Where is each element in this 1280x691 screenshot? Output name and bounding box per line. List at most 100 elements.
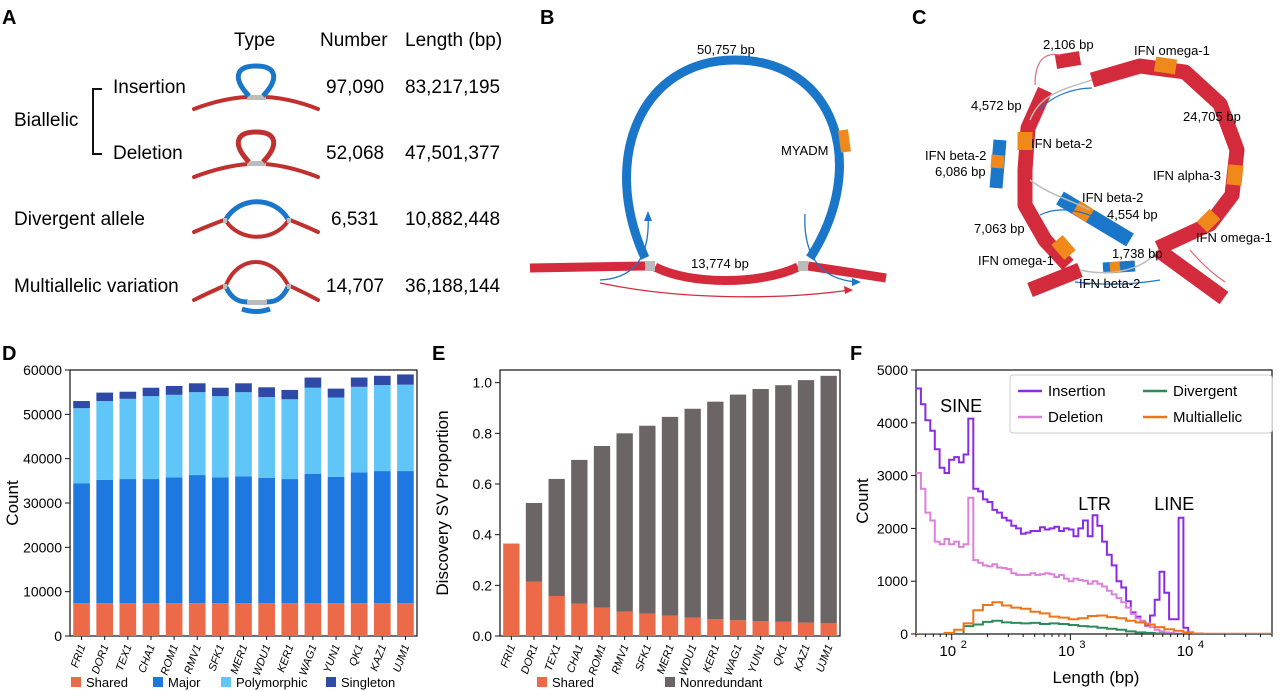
- b-base-segment: [652, 262, 800, 285]
- panel-d-letter: D: [2, 343, 16, 365]
- e-bar-shared-KAZ1: [797, 622, 815, 636]
- e-ytick-label: 0.4: [473, 527, 493, 543]
- e-bar-shared-MER1: [661, 615, 679, 636]
- e-bar-nonredundant-SFK1: [639, 425, 656, 614]
- c-small-top-segment: [1054, 51, 1082, 69]
- d-bar-polymorphic-ROM1: [165, 394, 183, 478]
- panel-e-letter: E: [432, 343, 445, 365]
- e-ytick-label: 0.8: [473, 425, 493, 441]
- panel-a: A Type Number Length (bp) Biallelic Inse…: [2, 7, 502, 314]
- c-label-beta2-left: IFN beta-2: [925, 148, 986, 163]
- c-label-alpha3: IFN alpha-3: [1153, 168, 1221, 183]
- b-loop-arc: [622, 55, 844, 261]
- c-label-beta2-bottom: IFN beta-2: [1079, 276, 1140, 291]
- biallelic-bracket: [92, 88, 102, 155]
- b-base-length: 13,774 bp: [691, 256, 749, 271]
- e-bar-nonredundant-DOR1: [525, 503, 543, 582]
- d-xtick-label-ROM1: ROM1: [159, 643, 181, 677]
- d-xtick-label-TEX1: TEX1: [114, 643, 135, 673]
- d-bar-singleton-MER1: [235, 383, 252, 393]
- d-bar-major-SFK1: [212, 477, 229, 604]
- panel-c: C 2,106 bp IFN omega-1 4,572 bp IFN beta…: [912, 7, 1272, 305]
- e-legend-swatch-shared: [537, 677, 547, 687]
- f-xtick-exponent-1000: 3: [1079, 639, 1085, 651]
- e-xtick-label-DOR1: DOR1: [519, 643, 541, 676]
- d-bar-singleton-DOR1: [96, 392, 114, 402]
- c-connector-2: [1029, 179, 1091, 211]
- d-bar-shared-RMV1: [188, 603, 206, 636]
- c-label-2106: 2,106 bp: [1043, 37, 1094, 52]
- e-bar-nonredundant-MER1: [661, 416, 679, 616]
- d-legend-label-shared: Shared: [86, 675, 128, 690]
- e-legend-label-nonredundant: Nonredundant: [680, 675, 763, 690]
- c-connector-1: [1029, 79, 1093, 121]
- d-bar-singleton-WDU1: [258, 387, 275, 398]
- d-bar-polymorphic-FRI1: [73, 408, 90, 484]
- f-line-deletion: [916, 472, 1272, 634]
- b-junction-right: [798, 261, 808, 271]
- b-gene-label: MYADM: [781, 143, 828, 158]
- b-arrowhead-blue-right: [852, 278, 861, 286]
- d-ytick-label: 60000: [23, 362, 62, 378]
- e-ylabel: Discovery SV Proportion: [433, 410, 452, 595]
- c-arrow-red-top: [1034, 53, 1061, 86]
- d-bar-shared-KAZ1: [373, 603, 391, 636]
- d-legend-swatch-polymorphic: [221, 677, 231, 687]
- e-legend: Shared Nonredundant: [537, 675, 763, 690]
- d-bar-polymorphic-TEX1: [119, 398, 137, 480]
- e-xtick-label-ROM1: ROM1: [587, 643, 609, 677]
- e-bar-shared-ROM1: [593, 607, 611, 636]
- e-bar-shared-KER1: [707, 619, 724, 636]
- b-read-path-blue-right: [804, 213, 859, 283]
- b-read-path-blue: [599, 213, 649, 281]
- d-bar-shared-WAG1: [304, 603, 322, 636]
- d-bar-major-ROM1: [165, 477, 183, 604]
- e-bar-shared-WDU1: [684, 617, 701, 636]
- row-number-insertion: 97,090: [326, 77, 384, 98]
- e-xtick-label-WAG1: WAG1: [723, 643, 745, 677]
- f-xtick-label-1000: 10: [1058, 643, 1075, 660]
- row-number-deletion: 52,068: [326, 143, 384, 164]
- panel-b: B MYADM 50,757 bp 13,774 bp: [529, 7, 887, 298]
- d-ytick-label: 40000: [23, 451, 62, 467]
- f-legend-label-multiallelic: Multiallelic: [1173, 409, 1243, 426]
- d-bar-singleton-KAZ1: [373, 375, 391, 386]
- c-beta2-mid-block: [1056, 191, 1134, 247]
- c-bottom-right: [1153, 243, 1229, 305]
- d-bar-singleton-SFK1: [212, 387, 229, 397]
- d-ytick-label: 10000: [23, 584, 62, 600]
- d-bar-polymorphic-QK1: [350, 386, 368, 473]
- d-xtick-label-FRI1: FRI1: [69, 643, 88, 670]
- d-bar-shared-UJM1: [397, 603, 414, 636]
- d-xtick-label-UJM1: UJM1: [391, 643, 412, 674]
- c-label-omega-top: IFN omega-1: [1134, 43, 1210, 58]
- e-xtick-label-SFK1: SFK1: [633, 643, 654, 673]
- e-ytick-label: 0.6: [473, 476, 493, 492]
- f-xtick-label-100: 10: [939, 643, 956, 660]
- f-ylabel: Count: [853, 478, 872, 524]
- e-xtick-label-QK1: QK1: [771, 643, 790, 668]
- e-bar-nonredundant-UJM1: [820, 375, 837, 624]
- e-bar-nonredundant-YUN1: [752, 389, 769, 622]
- d-bar-major-TEX1: [119, 479, 137, 604]
- panel-a-header-type: Type: [234, 30, 275, 51]
- e-legend-label-shared: Shared: [552, 675, 594, 690]
- d-xtick-label-MER1: MER1: [229, 643, 251, 676]
- d-bar-polymorphic-WAG1: [304, 387, 322, 474]
- d-bar-singleton-ROM1: [165, 385, 183, 395]
- c-omega-left-gene: [1051, 235, 1076, 260]
- d-plot-area: 0 10000 20000 30000 40000 50000 60000 FRI1 DOR1 T…: [23, 362, 418, 677]
- d-bar-major-UJM1: [397, 471, 414, 604]
- c-arrow-red-right: [1189, 249, 1226, 283]
- e-bar-nonredundant-KAZ1: [797, 380, 815, 623]
- b-loop-length: 50,757 bp: [697, 42, 755, 57]
- b-arrowhead-blue-left: [644, 211, 652, 221]
- c-label-4572: 4,572 bp: [971, 98, 1022, 113]
- d-bar-shared-TEX1: [119, 603, 137, 636]
- panel-a-group-label: Biallelic: [14, 110, 78, 131]
- multiallelic-diagram: [192, 259, 320, 314]
- row-label-insertion: Insertion: [113, 77, 186, 98]
- row-length-multiallelic: 36,188,144: [405, 276, 501, 297]
- insertion-diagram: [192, 63, 320, 111]
- e-ytick-label: 1.0: [473, 375, 493, 391]
